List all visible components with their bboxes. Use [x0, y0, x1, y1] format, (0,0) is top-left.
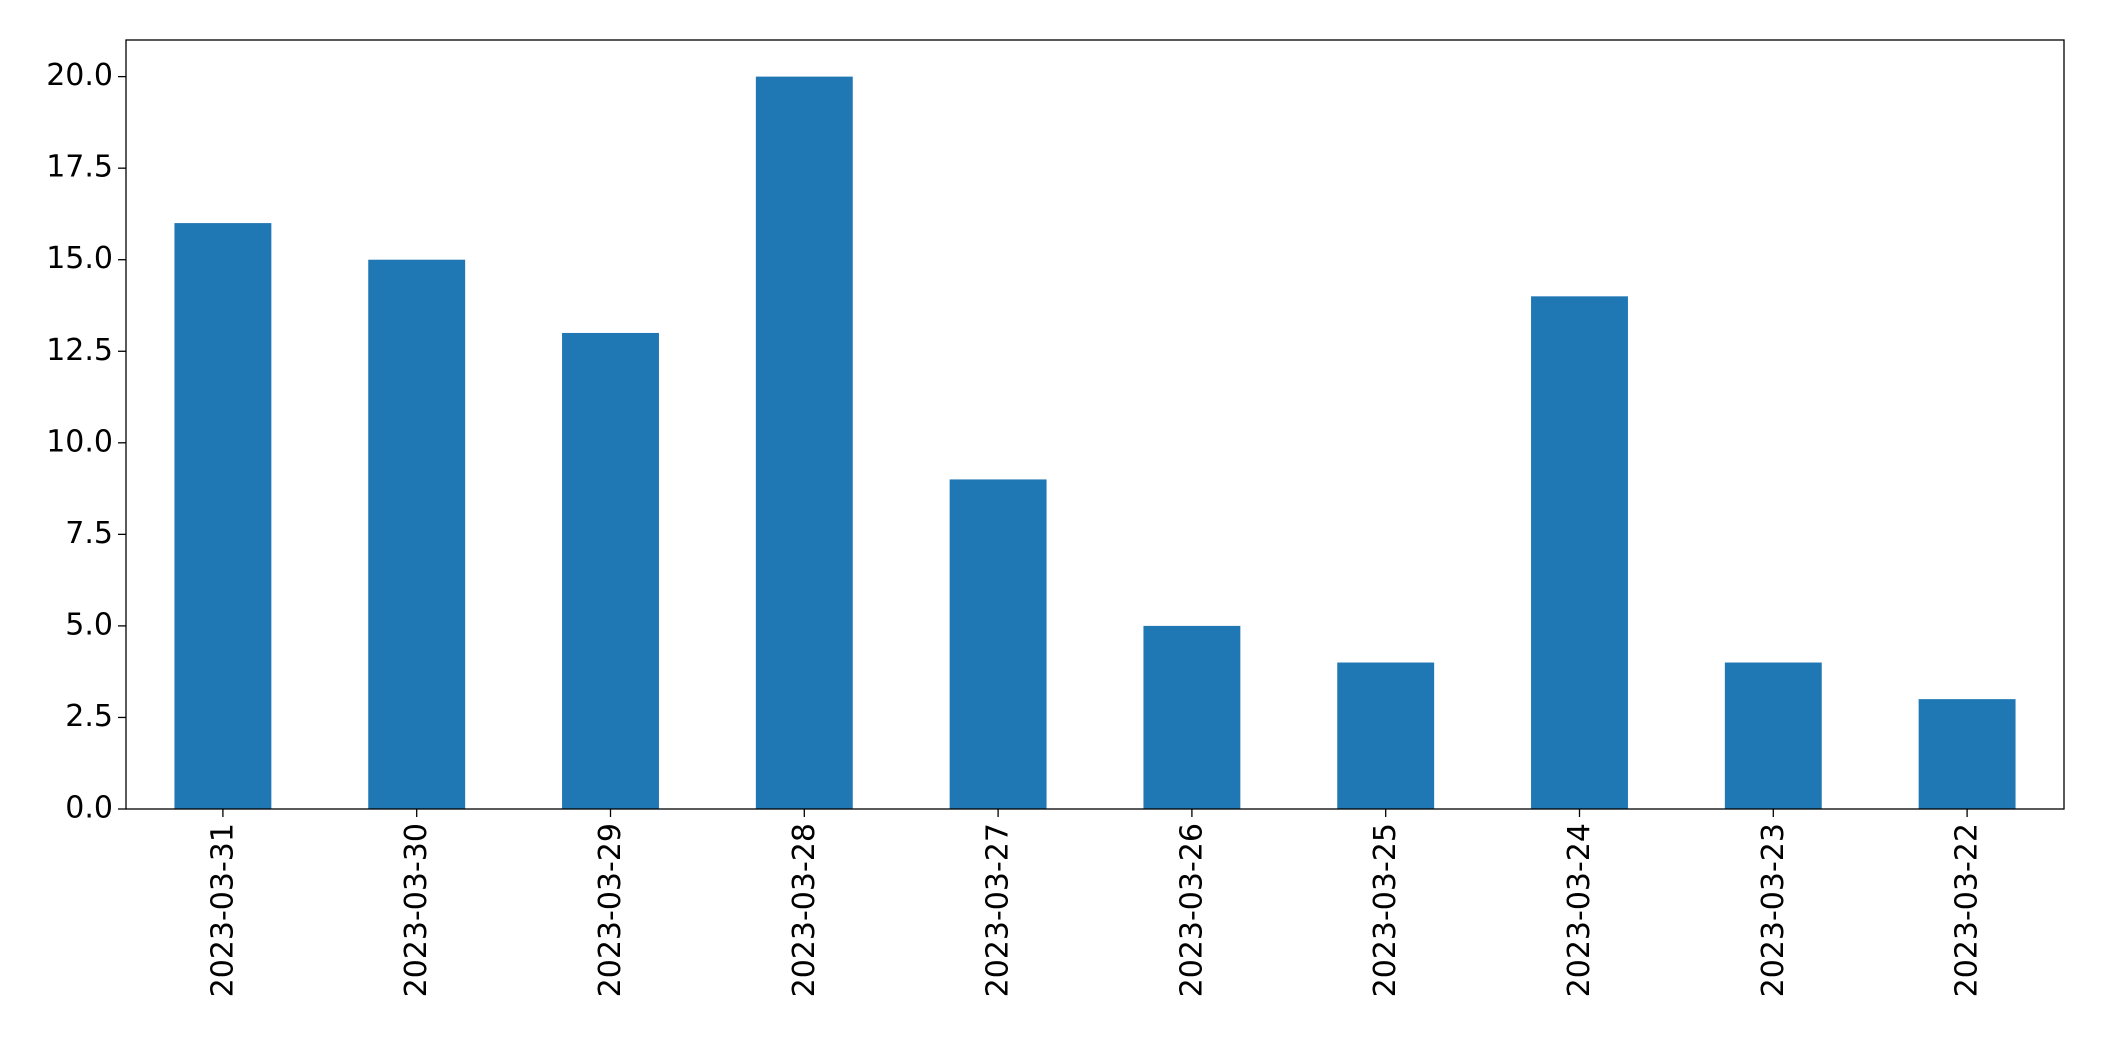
- x-tick-label: 2023-03-23: [1756, 823, 1791, 997]
- y-tick-label: 5.0: [65, 607, 113, 642]
- bar: [1531, 296, 1628, 809]
- bar: [368, 259, 466, 809]
- bar: [174, 223, 272, 810]
- x-tick-label: 2023-03-24: [1562, 823, 1597, 997]
- bar: [1918, 699, 2016, 809]
- bar: [1724, 662, 1822, 809]
- y-tick-label: 10.0: [46, 424, 113, 459]
- bar: [949, 479, 1047, 809]
- x-tick-label: 2023-03-28: [787, 823, 822, 997]
- y-tick-label: 7.5: [65, 516, 113, 551]
- x-tick-label: 2023-03-22: [1950, 823, 1985, 997]
- plot-frame: [125, 39, 2065, 810]
- y-tick-label: 15.0: [46, 241, 113, 276]
- x-tick-label: 2023-03-30: [399, 823, 434, 997]
- bar: [562, 332, 659, 809]
- x-tick-label: 2023-03-31: [205, 823, 240, 997]
- bar: [755, 76, 853, 810]
- y-tick-label: 20.0: [46, 58, 113, 93]
- y-tick-label: 12.5: [46, 333, 113, 368]
- x-tick-label: 2023-03-29: [593, 823, 628, 997]
- bar: [1143, 625, 1241, 809]
- y-tick-label: 0.0: [65, 791, 113, 826]
- x-tick-label: 2023-03-26: [1174, 823, 1209, 997]
- y-tick-label: 2.5: [65, 699, 113, 734]
- y-tick-label: 17.5: [46, 150, 113, 185]
- bar: [1337, 662, 1435, 809]
- x-tick-label: 2023-03-25: [1368, 823, 1403, 997]
- x-tick-label: 2023-03-27: [981, 823, 1016, 997]
